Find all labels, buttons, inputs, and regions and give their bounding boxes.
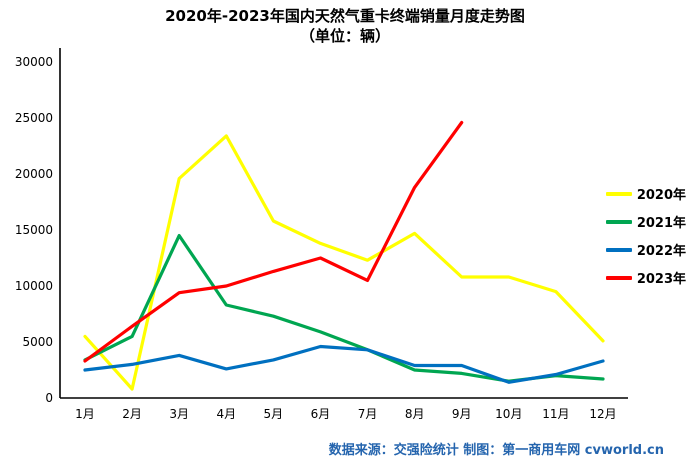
x-tick-label: 2月 xyxy=(122,407,142,421)
y-tick-label: 30000 xyxy=(15,55,53,69)
legend-swatch-icon xyxy=(605,247,632,252)
chart-title: 2020年-2023年国内天然气重卡终端销量月度走势图 xyxy=(165,7,525,25)
y-tick-label: 5000 xyxy=(22,335,53,349)
legend-item-2020年: 2020年 xyxy=(605,184,686,203)
y-tick-label: 25000 xyxy=(15,111,53,125)
legend-item-2021年: 2021年 xyxy=(605,212,686,231)
legend-swatch-icon xyxy=(605,219,632,224)
x-tick-label: 8月 xyxy=(405,407,425,421)
legend-label: 2023年 xyxy=(636,272,686,287)
chart-subtitle: （单位：辆） xyxy=(299,27,390,45)
x-tick-label: 3月 xyxy=(169,407,189,421)
legend-swatch-icon xyxy=(605,191,632,196)
series-line-2020年 xyxy=(83,134,605,391)
legend-label: 2021年 xyxy=(636,216,686,231)
x-tick-label: 9月 xyxy=(452,407,472,421)
legend-label: 2020年 xyxy=(636,188,686,203)
y-tick-label: 20000 xyxy=(15,167,53,181)
x-tick-label: 5月 xyxy=(264,407,284,421)
x-tick-label: 1月 xyxy=(75,407,95,421)
series-line-2022年 xyxy=(83,344,605,384)
chart-legend: 2020年 2021年 2022年 2023年 xyxy=(605,184,686,287)
x-tick-label: 7月 xyxy=(358,407,378,421)
legend-label: 2022年 xyxy=(636,244,686,259)
x-tick-label: 11月 xyxy=(542,407,569,421)
x-tick-label: 10月 xyxy=(495,407,522,421)
legend-swatch-icon xyxy=(605,275,632,280)
series-line-2023年 xyxy=(83,120,464,363)
x-tick-label: 4月 xyxy=(216,407,236,421)
chart-footer: 数据来源：交强险统计 制图：第一商用车网 cvworld.cn xyxy=(328,443,664,458)
x-tick-label: 12月 xyxy=(589,407,616,421)
y-tick-label: 15000 xyxy=(15,223,53,237)
y-tick-label: 10000 xyxy=(15,279,53,293)
legend-item-2022年: 2022年 xyxy=(605,240,686,259)
chart-title-block: 2020年-2023年国内天然气重卡终端销量月度走势图 （单位：辆） xyxy=(0,6,690,46)
y-tick-label: 0 xyxy=(45,391,53,405)
legend-item-2023年: 2023年 xyxy=(605,268,686,287)
x-tick-label: 6月 xyxy=(311,407,331,421)
